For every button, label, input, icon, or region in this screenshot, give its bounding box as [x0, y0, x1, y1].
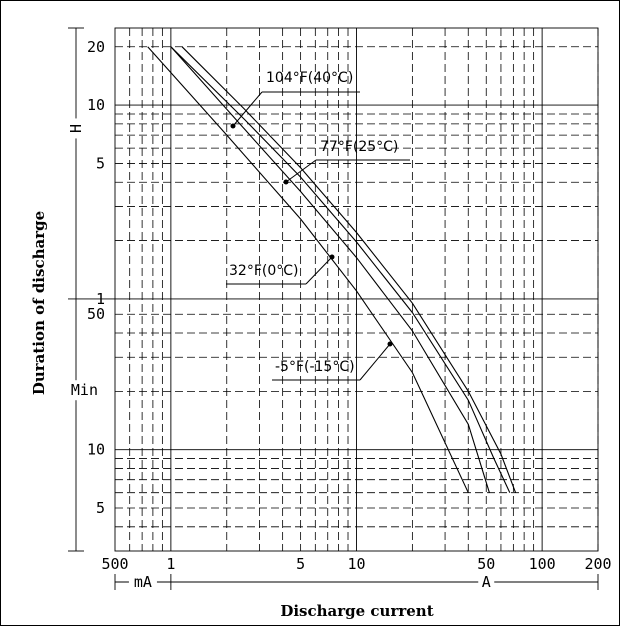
y-tick-label-minutes: 50 — [87, 305, 105, 323]
series-label: 104°F(40°C) — [266, 70, 353, 86]
series-leader-arrow — [329, 254, 335, 260]
axes-layer — [68, 27, 599, 590]
y-tick-label-hours: 1 — [96, 290, 105, 308]
x-tick-label: 5 — [296, 555, 305, 573]
series-leader-line — [285, 159, 317, 183]
series-label: -5°F(-15°C) — [275, 359, 355, 375]
series-label: 77°F(25°C) — [320, 139, 398, 155]
series-label: 32°F(0°C) — [229, 263, 298, 279]
y-unit-label-hours: H — [67, 124, 85, 133]
y-tick-label-hours: 10 — [87, 96, 105, 114]
series-leader-arrow — [387, 341, 393, 347]
x-unit-label-ma-bg — [128, 573, 157, 590]
series-leader-arrow — [283, 179, 289, 185]
y-tick-label-hours: 5 — [96, 154, 105, 172]
x-tick-label: 1 — [166, 555, 175, 573]
x-tick-label: 100 — [529, 555, 556, 573]
curves-layer — [147, 46, 517, 493]
x-tick-label: 50 — [477, 555, 495, 573]
x-axis-title: Discharge current — [280, 602, 433, 620]
x-tick-label: 10 — [347, 555, 365, 573]
series-line — [147, 46, 469, 493]
series-leader-line — [305, 256, 333, 285]
x-unit-label-a: A — [482, 573, 491, 591]
y-tick-label-minutes: 10 — [87, 441, 105, 459]
x-unit-label-ma: mA — [134, 573, 152, 591]
series-line — [170, 46, 511, 493]
series-leader-line — [232, 91, 263, 127]
series-leader-line — [359, 343, 391, 381]
series-line — [181, 46, 517, 493]
grid-layer — [114, 27, 599, 552]
x-tick-label: 500 — [101, 555, 128, 573]
y-tick-label-hours: 20 — [87, 38, 105, 56]
y-unit-label-minutes: Min — [71, 381, 98, 399]
y-unit-label-bg — [68, 118, 84, 139]
series-leader-arrow — [230, 123, 236, 129]
series-line — [170, 46, 490, 493]
x-tick-label: 200 — [584, 555, 611, 573]
y-tick-label-minutes: 5 — [96, 499, 105, 517]
y-unit-label-min-bg — [54, 380, 98, 401]
y-axis-title: Duration of discharge — [30, 211, 48, 395]
x-unit-label-a-bg — [478, 573, 495, 590]
